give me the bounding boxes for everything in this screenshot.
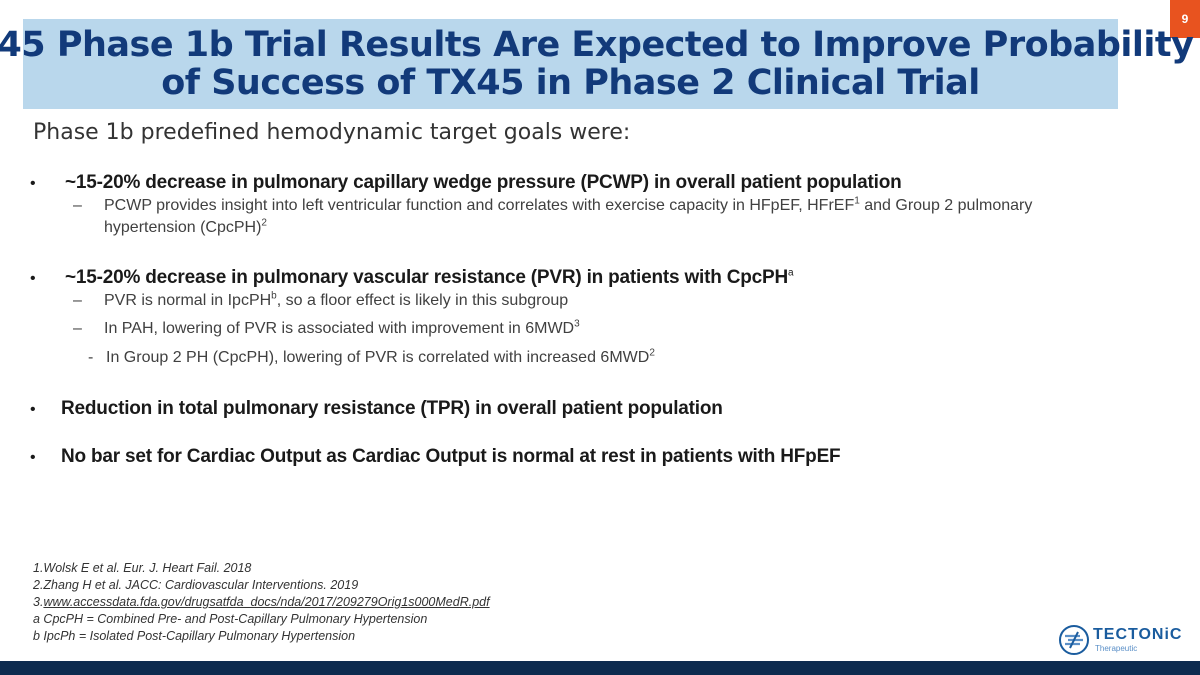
page-number: 9 <box>1181 12 1189 26</box>
footnote-ref: 1 <box>854 195 860 207</box>
footer-bar <box>0 661 1200 675</box>
bullet-dot: • <box>30 175 36 192</box>
sub-bullet-text-part1: In Group 2 PH (CpcPH), lowering of PVR i… <box>106 349 650 366</box>
bullet-text: No bar set for Cardiac Output as Cardiac… <box>61 446 841 467</box>
footnote-ref: 3 <box>574 318 580 330</box>
sub-bullet-dash: – <box>73 320 82 337</box>
bullet-cardiac-output: • No bar set for Cardiac Output as Cardia… <box>30 446 841 468</box>
bullet-dot: • <box>30 401 36 418</box>
title-line-1: TX45 Phase 1b Trial Results Are Expected… <box>0 25 1194 65</box>
sub-bullet-pvr-floor: – PVR is normal in IpcPHb, so a floor eff… <box>73 290 568 312</box>
bullet-dot: • <box>30 449 36 466</box>
sub-bullet-text-part1: PCWP provides insight into left ventricu… <box>104 197 855 214</box>
footnote-3: 3.www.accessdata.fda.gov/drugsatfda_docs… <box>33 594 490 610</box>
sub-bullet-dash: – <box>73 197 82 214</box>
sub-bullet-text-part1: In PAH, lowering of PVR is associated wi… <box>104 320 575 337</box>
sub-bullet-pcwp: – PCWP provides insight into left ventric… <box>73 195 1113 239</box>
sub-bullet-text-part2: and Group 2 pulmonary hypertension (CpcP… <box>104 197 1033 236</box>
footnote-ref: a <box>788 267 794 279</box>
sub-bullet-dash: – <box>73 292 82 309</box>
bullet-dot: • <box>30 270 36 287</box>
logo-tagline: Therapeutic <box>1095 644 1138 653</box>
subtitle: Phase 1b predefined hemodynamic target g… <box>33 120 631 145</box>
bullet-text: Reduction in total pulmonary resistance … <box>61 398 723 419</box>
footnote-ref: 2 <box>649 347 655 359</box>
footnote-ref: 2 <box>261 217 267 229</box>
sub-bullet-pvr-pah: – In PAH, lowering of PVR is associated w… <box>73 318 580 340</box>
footnote-a: a CpcPH = Combined Pre- and Post-Capilla… <box>33 612 428 626</box>
bullet-pvr: • ~15-20% decrease in pulmonary vascular … <box>30 267 794 289</box>
footnote-ref: b <box>271 290 277 302</box>
company-logo: TECTONiC Therapeutic <box>1058 624 1181 656</box>
logo-name: TECTONiC <box>1093 626 1183 643</box>
footnote-1: 1.Wolsk E et al. Eur. J. Heart Fail. 201… <box>33 561 252 575</box>
title-line-2: of Success of TX45 in Phase 2 Clinical T… <box>161 63 980 103</box>
sub-bullet-pvr-group2: - In Group 2 PH (CpcPH), lowering of PVR … <box>88 347 655 369</box>
bullet-text: ~15-20% decrease in pulmonary capillary … <box>65 172 902 193</box>
footnote-3-prefix: 3. <box>33 595 44 609</box>
sub-bullet-dash: - <box>88 349 94 366</box>
footnote-b: b IpcPh = Isolated Post-Capillary Pulmon… <box>33 629 356 643</box>
bullet-text: ~15-20% decrease in pulmonary vascular r… <box>65 267 789 288</box>
sub-bullet-text-part2: , so a floor effect is likely in this su… <box>276 292 569 309</box>
logo-mark-icon <box>1059 625 1089 655</box>
footnote-2: 2.Zhang H et al. JACC: Cardiovascular In… <box>33 578 359 592</box>
title-banner: TX45 Phase 1b Trial Results Are Expected… <box>0 19 1194 109</box>
bullet-tpr: • Reduction in total pulmonary resistance… <box>30 398 723 420</box>
sub-bullet-text: PCWP provides insight into left ventricu… <box>104 195 1109 239</box>
sub-bullet-text-part1: PVR is normal in IpcPH <box>104 292 272 309</box>
fda-document-link[interactable]: www.accessdata.fda.gov/drugsatfda_docs/n… <box>43 595 490 609</box>
bullet-pcwp: • ~15-20% decrease in pulmonary capillary… <box>30 172 902 194</box>
page-number-badge: 9 <box>1170 0 1200 38</box>
